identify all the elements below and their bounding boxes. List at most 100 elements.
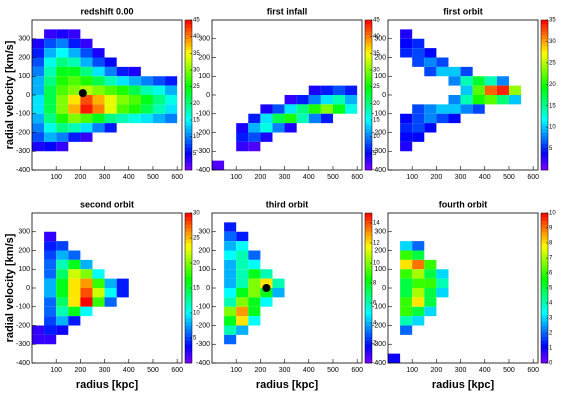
colorbar-step — [541, 254, 548, 259]
colorbar-label: 10 — [549, 211, 556, 217]
cell — [412, 306, 425, 317]
cell — [68, 288, 81, 298]
x-tick-label: 300 — [279, 174, 291, 181]
cell — [272, 123, 285, 133]
cell — [32, 123, 45, 133]
x-tick-label: 100 — [50, 367, 62, 374]
colorbar-label: 35 — [373, 51, 380, 57]
colorbar-step — [365, 61, 372, 66]
colorbar-step — [185, 46, 192, 51]
colorbar-step — [185, 340, 192, 345]
cell — [400, 29, 413, 39]
cell — [412, 241, 425, 251]
cell — [104, 297, 117, 307]
panel: 100 200 300 400 500 600 -400 -300 -200 -100 0 100 20… — [4, 6, 200, 180]
colorbar-step — [365, 83, 372, 88]
cell — [236, 288, 249, 298]
cell — [104, 123, 117, 133]
colorbar-step — [365, 132, 372, 137]
colorbar-step — [541, 136, 548, 141]
cell — [44, 241, 57, 251]
cell — [224, 222, 237, 232]
y-tick-label: -300 — [196, 341, 210, 348]
colorbar-step — [185, 87, 192, 92]
cell — [272, 104, 285, 114]
cell — [68, 123, 81, 133]
colorbar-step — [185, 53, 192, 58]
cell — [152, 113, 166, 124]
y-tick-label: 300 — [18, 229, 30, 236]
cell — [260, 113, 273, 124]
cell — [56, 325, 69, 335]
cell — [44, 57, 57, 67]
cell — [424, 123, 437, 133]
colorbar-label: 5 — [549, 286, 553, 292]
y-tick-label: -200 — [372, 129, 386, 136]
cell — [56, 278, 69, 288]
colorbar-label: 2 — [549, 331, 553, 337]
cell — [68, 57, 81, 67]
colorbar-step — [541, 27, 548, 32]
cell — [388, 353, 401, 363]
colorbar-step — [185, 143, 192, 148]
cell — [260, 104, 273, 114]
colorbar-step — [185, 280, 192, 285]
colorbar-step — [541, 239, 548, 244]
cell — [284, 95, 297, 105]
colorbar-step — [541, 57, 548, 62]
y-tick-label: 0 — [382, 92, 386, 99]
cell — [236, 269, 249, 279]
colorbar-label: 10 — [373, 134, 380, 140]
x-tick-label: 400 — [123, 367, 135, 374]
colorbar-step — [365, 42, 372, 47]
cell — [248, 132, 261, 142]
cell — [32, 325, 45, 335]
x-tick-label: 100 — [406, 367, 418, 374]
colorbar-step — [365, 246, 372, 251]
x-tick-label: 300 — [99, 367, 111, 374]
colorbar-step — [185, 355, 192, 360]
colorbar-label: 14 — [373, 221, 380, 227]
cell — [116, 66, 129, 77]
panel-title: fourth orbit — [439, 199, 488, 209]
colorbar-step — [365, 351, 372, 356]
colorbar-label: 40 — [373, 34, 380, 40]
cell — [116, 278, 129, 288]
cell — [424, 278, 437, 288]
colorbar-step — [541, 162, 548, 167]
colorbar-step — [541, 231, 548, 236]
colorbar-label: 2 — [373, 341, 377, 347]
colorbar-label: 4 — [373, 321, 377, 327]
cell — [32, 48, 45, 58]
cell — [104, 104, 117, 114]
cell — [424, 48, 437, 58]
colorbar-step — [185, 38, 192, 43]
cell — [448, 76, 461, 86]
y-tick-label: -400 — [16, 167, 30, 174]
colorbar-step — [185, 76, 192, 81]
cell — [308, 85, 321, 95]
cell — [44, 316, 57, 326]
cell — [424, 297, 437, 307]
colorbar-label: 4 — [549, 301, 553, 307]
cell — [284, 123, 297, 133]
colorbar-step — [185, 310, 192, 315]
cell — [332, 104, 346, 114]
x-tick-label: 300 — [99, 174, 111, 181]
colorbar-step — [185, 113, 192, 118]
colorbar-step — [185, 359, 192, 364]
cell — [116, 95, 129, 105]
colorbar-step — [185, 42, 192, 47]
y-tick-label: -400 — [196, 167, 210, 174]
colorbar-step — [185, 20, 192, 25]
cell — [224, 288, 237, 298]
colorbar-step — [185, 31, 192, 36]
colorbar-step — [541, 250, 548, 255]
colorbar-step — [185, 329, 192, 334]
colorbar-label: 3 — [549, 316, 553, 322]
y-tick-label: 300 — [374, 36, 386, 43]
cell — [224, 334, 237, 345]
colorbar-label: 7 — [549, 256, 553, 262]
cell — [44, 141, 57, 152]
cell — [44, 123, 57, 133]
